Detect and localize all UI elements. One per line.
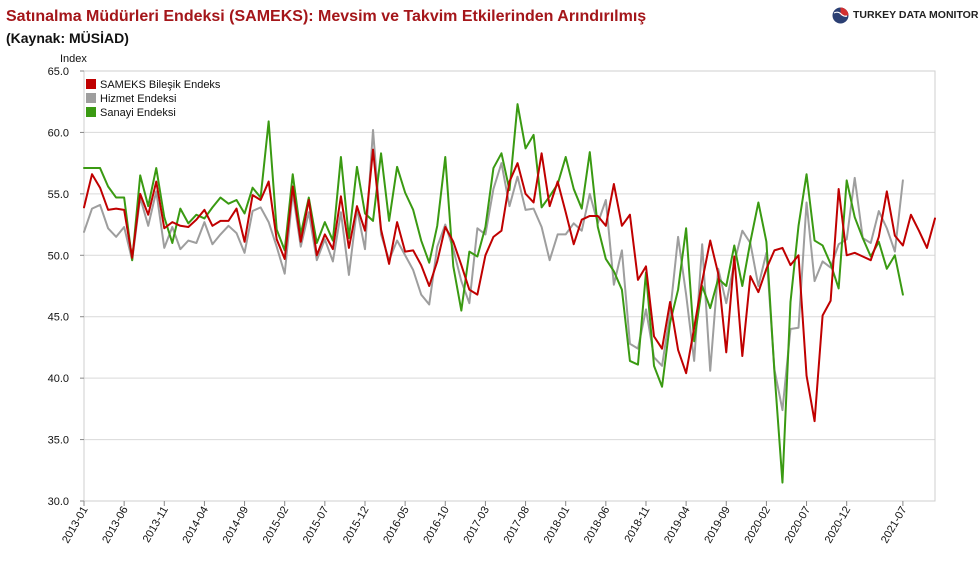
x-tick-label: 2018-11 xyxy=(622,505,652,545)
legend-swatch xyxy=(86,79,96,89)
x-tick-label: 2020-02 xyxy=(742,505,773,546)
x-tick-label: 2013-01 xyxy=(60,505,91,546)
x-tick-label: 2018-01 xyxy=(542,505,573,546)
x-axis: 2013-01 2013-06 2013-11 2014-04 2014-09 2015-… xyxy=(60,501,909,545)
x-tick-label: 2021-07 xyxy=(879,505,910,546)
series-line-0 xyxy=(83,148,936,423)
chart-subtitle: (Kaynak: MÜSİAD) xyxy=(6,30,129,46)
y-tick-label: 50.0 xyxy=(48,250,69,262)
series-lines xyxy=(83,103,936,484)
x-tick-label: 2020-07 xyxy=(783,505,814,546)
x-tick-label: 2013-11 xyxy=(141,505,171,545)
x-tick-label: 2013-06 xyxy=(100,505,131,546)
y-axis-label: Index xyxy=(60,53,87,65)
x-tick-label: 2019-09 xyxy=(702,505,733,546)
x-tick-label: 2017-03 xyxy=(461,505,492,546)
series-line-2 xyxy=(83,103,904,484)
legend-label: Sanayi Endeksi xyxy=(100,107,176,119)
globe-icon xyxy=(832,7,849,23)
y-axis: 30.0 35.0 40.0 45.0 50.0 55.0 60.0 65.0 xyxy=(48,66,84,508)
x-tick-label: 2014-09 xyxy=(221,505,252,546)
x-tick-label: 2014-04 xyxy=(180,505,211,546)
x-tick-label: 2015-12 xyxy=(341,505,372,546)
x-tick-label: 2015-07 xyxy=(301,505,332,546)
x-tick-label: 2015-02 xyxy=(261,505,292,546)
y-tick-label: 60.0 xyxy=(48,127,69,139)
legend-swatch xyxy=(86,93,96,103)
y-tick-label: 35.0 xyxy=(48,435,69,447)
x-tick-label: 2018-06 xyxy=(582,505,613,546)
y-tick-label: 30.0 xyxy=(48,496,69,508)
y-tick-label: 45.0 xyxy=(48,312,69,324)
brand-logo: TURKEY DATA MONITOR xyxy=(832,6,978,24)
plot-frame xyxy=(83,70,936,502)
x-tick-label: 2016-05 xyxy=(381,505,412,546)
y-tick-label: 40.0 xyxy=(48,373,69,385)
grid-lines xyxy=(84,70,935,502)
chart-title: Satınalma Müdürleri Endeksi (SAMEKS): Me… xyxy=(6,8,647,25)
y-tick-label: 65.0 xyxy=(48,66,69,78)
x-tick-label: 2020-12 xyxy=(823,505,854,546)
x-tick-label: 2019-04 xyxy=(662,505,693,546)
legend-swatch xyxy=(86,107,96,117)
x-tick-label: 2017-08 xyxy=(502,505,533,546)
y-tick-label: 55.0 xyxy=(48,189,69,201)
x-tick-label: 2016-10 xyxy=(421,505,452,546)
legend-label: Hizmet Endeksi xyxy=(100,93,176,105)
legend-label: SAMEKS Bileşik Endeks xyxy=(100,79,221,91)
brand-name: TURKEY DATA MONITOR xyxy=(853,9,979,21)
legend: SAMEKS Bileşik Endeks Hizmet Endeksi Sanay… xyxy=(86,79,221,119)
